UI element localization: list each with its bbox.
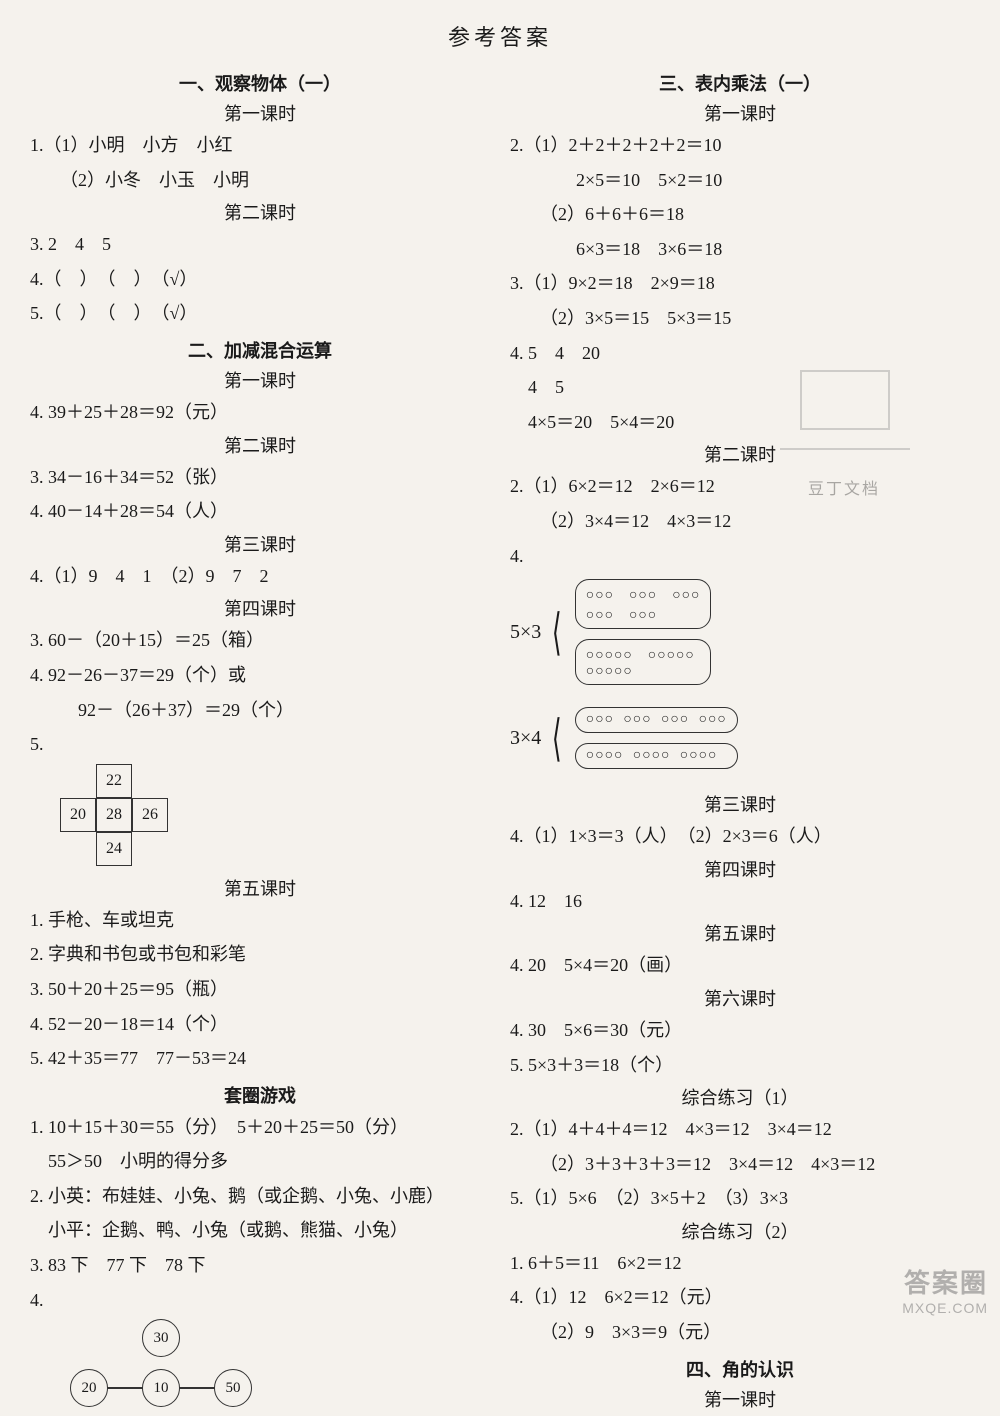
r-q4b: 4 5 bbox=[510, 372, 970, 403]
r-q4l5: 4. 20 5×4＝20（画） bbox=[510, 950, 970, 981]
r-l5: 第五课时 bbox=[510, 920, 970, 946]
circ-m: 10 bbox=[142, 1369, 180, 1407]
sec2-q4b: 4. 40－14＋28＝54（人） bbox=[30, 496, 490, 527]
sec2-q3b: 3. 34－16＋34＝52（张） bbox=[30, 462, 490, 493]
sec2-q4d1: 4. 92－26－37＝29（个）或 bbox=[30, 660, 490, 691]
page-title: 参考答案 bbox=[30, 20, 970, 52]
sec2-q3d: 3. 60－（20＋15）＝25（箱） bbox=[30, 625, 490, 656]
r-q2za: 2.（1）4＋4＋4＝12 4×3＝12 3×4＝12 bbox=[510, 1114, 970, 1145]
sec2-q4e: 4. 52－20－18＝14（个） bbox=[30, 1009, 490, 1040]
r-q2c: （2）6＋6＋6＝18 bbox=[510, 199, 970, 230]
r-l3: 第三课时 bbox=[510, 791, 970, 817]
r-q2d: 6×3＝18 3×6＝18 bbox=[510, 234, 970, 265]
r-q4l4: 4. 12 16 bbox=[510, 886, 970, 917]
circ-r: 50 bbox=[214, 1369, 252, 1407]
sec3-q4lbl: 4. bbox=[30, 1285, 490, 1316]
r-q4l6: 4. 30 5×6＝30（元） bbox=[510, 1015, 970, 1046]
diag2-label: 3×4 bbox=[510, 727, 541, 750]
sec2-q5e: 5. 42＋35＝77 77－53＝24 bbox=[30, 1043, 490, 1074]
sec1-l2: 第二课时 bbox=[30, 199, 490, 225]
sec1-title: 一、观察物体（一） bbox=[30, 70, 490, 96]
r-q4lbl: 4. bbox=[510, 541, 970, 572]
sec1-q5: 5.（ ） （ ） （√） bbox=[30, 298, 490, 329]
sec3-q1a: 1. 10＋15＋30＝55（分） 5＋20＋25＝50（分） bbox=[30, 1112, 490, 1143]
sec1-q1-1: 1.（1）小明 小方 小红 bbox=[30, 130, 490, 161]
left-column: 一、观察物体（一） 第一课时 1.（1）小明 小方 小红 （2）小冬 小玉 小明… bbox=[30, 62, 490, 1416]
cross-right: 26 bbox=[132, 798, 168, 832]
diagram-5x3: 5×3 ⟨ ○○○ ○○○ ○○○ ○○○ ○○○ ○○○○○ ○○○○○ ○○… bbox=[510, 579, 970, 685]
cross-bot: 24 bbox=[96, 832, 132, 866]
sec3-q3: 3. 83 下 77 下 78 下 bbox=[30, 1250, 490, 1281]
cross-left: 20 bbox=[60, 798, 96, 832]
r-l2: 第二课时 bbox=[510, 441, 970, 467]
circle-diagram: 30 20 10 50 bbox=[70, 1319, 270, 1409]
r-q4a: 4. 5 4 20 bbox=[510, 338, 970, 369]
r-sec1-title: 三、表内乘法（一） bbox=[510, 70, 970, 96]
r-zh2: 综合练习（2） bbox=[510, 1218, 970, 1244]
sec3-q1b: 55＞50 小明的得分多 bbox=[30, 1146, 490, 1177]
sec4-l1: 第一课时 bbox=[510, 1386, 970, 1412]
brace-icon-2: ⟨ bbox=[552, 693, 562, 783]
r-q3a: 3.（1）9×2＝18 2×9＝18 bbox=[510, 268, 970, 299]
r-l1: 第一课时 bbox=[510, 100, 970, 126]
circ-top: 30 bbox=[142, 1319, 180, 1357]
sec2-title: 二、加减混合运算 bbox=[30, 337, 490, 363]
sec2-l2: 第二课时 bbox=[30, 432, 490, 458]
watermark: 答案圈 MXQE.COM bbox=[902, 1263, 988, 1316]
r-q2y: （2）3×4＝12 4×3＝12 bbox=[510, 506, 970, 537]
right-column: 三、表内乘法（一） 第一课时 2.（1）2＋2＋2＋2＋2＝10 2×5＝10 … bbox=[510, 62, 970, 1416]
sec3-title: 套圈游戏 bbox=[30, 1082, 490, 1108]
sec2-q3e: 3. 50＋20＋25＝95（瓶） bbox=[30, 974, 490, 1005]
r-q2zb: （2）3＋3＋3＋3＝12 3×4＝12 4×3＝12 bbox=[510, 1149, 970, 1180]
watermark-big: 答案圈 bbox=[902, 1263, 988, 1300]
cross-mid: 28 bbox=[96, 798, 132, 832]
r-q4z2a: 4.（1）12 6×2＝12（元） bbox=[510, 1282, 970, 1313]
sec1-q1-2: （2）小冬 小玉 小明 bbox=[30, 165, 490, 196]
diag1-box-b: ○○○○○ ○○○○○ ○○○○○ bbox=[575, 639, 712, 685]
cross-grid: 22 202826 24 bbox=[60, 764, 168, 866]
sec3-q2b: 小平：企鹅、鸭、小兔（或鹅、熊猫、小兔） bbox=[30, 1215, 490, 1246]
sec1-q4: 4.（ ） （ ） （√） bbox=[30, 264, 490, 295]
sec2-q5lbl: 5. bbox=[30, 729, 490, 760]
diag1-box-a: ○○○ ○○○ ○○○ ○○○ ○○○ bbox=[575, 579, 712, 629]
r-q5l6: 5. 5×3＋3＝18（个） bbox=[510, 1050, 970, 1081]
r-l4: 第四课时 bbox=[510, 856, 970, 882]
r-q3b: （2）3×5＝15 5×3＝15 bbox=[510, 303, 970, 334]
sec1-q3: 3. 2 4 5 bbox=[30, 229, 490, 260]
sec4-title: 四、角的认识 bbox=[510, 1356, 970, 1382]
r-q2a: 2.（1）2＋2＋2＋2＋2＝10 bbox=[510, 130, 970, 161]
sec2-l3: 第三课时 bbox=[30, 531, 490, 557]
diagram-3x4: 3×4 ⟨ ○○○ ○○○ ○○○ ○○○ ○○○○ ○○○○ ○○○○ bbox=[510, 693, 970, 783]
sec2-l4: 第四课时 bbox=[30, 595, 490, 621]
r-q2b: 2×5＝10 5×2＝10 bbox=[510, 165, 970, 196]
diag1-label: 5×3 bbox=[510, 621, 541, 644]
r-q4z2b: （2）9 3×3＝9（元） bbox=[510, 1317, 970, 1348]
r-q5z: 5.（1）5×6 （2）3×5＋2 （3）3×3 bbox=[510, 1183, 970, 1214]
sec1-l1: 第一课时 bbox=[30, 100, 490, 126]
sec3-q2a: 2. 小英：布娃娃、小兔、鹅（或企鹅、小兔、小鹿） bbox=[30, 1181, 490, 1212]
r-l6: 第六课时 bbox=[510, 985, 970, 1011]
sec2-q4d2: 92－（26＋37）＝29（个） bbox=[30, 695, 490, 726]
faded-stamp-text: 豆丁文档 bbox=[808, 475, 880, 499]
watermark-small: MXQE.COM bbox=[902, 1300, 988, 1316]
sec2-l5: 第五课时 bbox=[30, 875, 490, 901]
r-q1z2: 1. 6＋5＝11 6×2＝12 bbox=[510, 1248, 970, 1279]
brace-icon: ⟨ bbox=[552, 587, 562, 677]
r-q4l3: 4.（1）1×3＝3（人） （2）2×3＝6（人） bbox=[510, 821, 970, 852]
diag2-box-b: ○○○○ ○○○○ ○○○○ bbox=[575, 743, 738, 769]
diag2-box-a: ○○○ ○○○ ○○○ ○○○ bbox=[575, 707, 738, 733]
circ-l: 20 bbox=[70, 1369, 108, 1407]
sec2-q1e: 1. 手枪、车或坦克 bbox=[30, 905, 490, 936]
r-q4c: 4×5＝20 5×4＝20 bbox=[510, 407, 970, 438]
columns: 一、观察物体（一） 第一课时 1.（1）小明 小方 小红 （2）小冬 小玉 小明… bbox=[30, 62, 970, 1416]
sec2-l1: 第一课时 bbox=[30, 367, 490, 393]
r-zh1: 综合练习（1） bbox=[510, 1084, 970, 1110]
sec2-q4c: 4.（1）9 4 1 （2）9 7 2 bbox=[30, 561, 490, 592]
sec2-q2e: 2. 字典和书包或书包和彩笔 bbox=[30, 939, 490, 970]
r-q2x: 2.（1）6×2＝12 2×6＝12 bbox=[510, 471, 970, 502]
sec2-q4a: 4. 39＋25＋28＝92（元） bbox=[30, 397, 490, 428]
cross-top: 22 bbox=[96, 764, 132, 798]
